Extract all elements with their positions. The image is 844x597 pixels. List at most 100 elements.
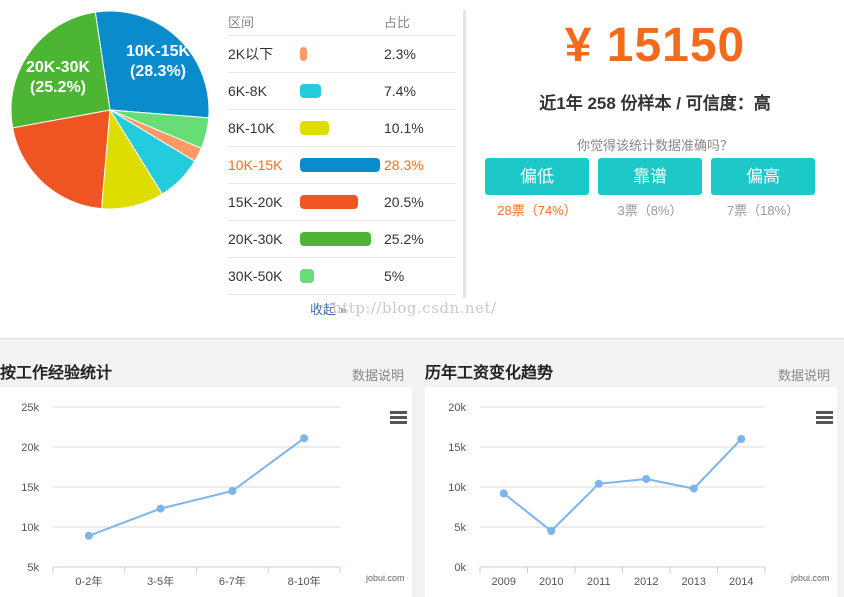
vote-high: 偏高 7票（18%） (711, 158, 815, 219)
x-tick-label: 2010 (539, 576, 563, 588)
trend-data-note-link[interactable]: 数据说明 (778, 368, 831, 383)
distribution-row: 30K-50K 5% (228, 258, 456, 295)
x-tick-label: 0-2年 (75, 574, 102, 588)
row-share: 10.1% (384, 120, 424, 136)
experience-panel: 按工作经验统计 数据说明 5k 10k 15k 20k 25k 0-2年 3-5年 6-7年 8… (0, 339, 420, 597)
row-share: 25.2% (384, 231, 424, 247)
distribution-row: 8K-10K 10.1% (228, 110, 456, 147)
vote-high-button[interactable]: 偏高 (711, 158, 815, 195)
salary-summary: ¥ 15150 近1年 258 份样本 / 可信度：高 你觉得该统计数据准确吗？… (466, 0, 844, 338)
pie-slice[interactable] (12, 109, 111, 210)
x-tick-label: 6-7年 (219, 574, 246, 588)
row-bar-cell (300, 268, 384, 284)
vote-high-count: 7票（18%） (726, 203, 800, 218)
data-point[interactable] (228, 487, 237, 495)
data-point[interactable] (499, 489, 508, 498)
series-line (88, 437, 305, 537)
row-share: 20.5% (384, 194, 424, 210)
row-range: 10K-15K (228, 157, 283, 173)
row-bar (300, 121, 329, 135)
experience-chart-svg: 5k 10k 15k 20k 25k 0-2年 3-5年 6-7年 8-10年 (21, 402, 341, 588)
x-tick-label: 3-5年 (147, 574, 174, 588)
row-share: 5% (384, 268, 405, 284)
vote-accurate: 靠谱 3票（8%） (598, 158, 702, 219)
row-bar (300, 269, 315, 283)
menu-icon[interactable] (816, 411, 833, 425)
distribution-header: 区间 占比 (228, 8, 456, 36)
pie-label-pct: (25.2%) (30, 79, 86, 96)
pie-label-pct: (28.3%) (130, 63, 186, 80)
row-bar-cell (300, 157, 384, 173)
collapse-link[interactable]: 收起 » (310, 302, 347, 317)
row-range: 20K-30K (228, 231, 283, 247)
pie-slice[interactable] (10, 11, 111, 129)
distribution-row: 10K-15K 28.3% (228, 147, 456, 184)
distribution-row: 15K-20K 20.5% (228, 184, 456, 221)
trend-title: 历年工资变化趋势 (425, 365, 554, 382)
trend-panel: 历年工资变化趋势 数据说明 0k 5k 10k 15k 20k 2009 2010 2011 2… (425, 339, 844, 597)
pie-label: 20K-30K (26, 59, 90, 76)
row-bar (300, 195, 358, 209)
vote-accurate-count: 3票（8%） (617, 203, 683, 218)
salary-pie-chart: 10K-15K (28.3%) 20K-30K (25.2%) (10, 10, 210, 210)
distribution-row: 2K以下 2.3% (228, 36, 456, 73)
data-point[interactable] (156, 504, 165, 513)
vote-low: 偏低 28票（74%） (485, 158, 589, 219)
section-divider (463, 10, 466, 298)
experience-title: 按工作经验统计 (0, 365, 113, 382)
pie-slice[interactable] (94, 10, 210, 119)
pie-label: 10K-15K (126, 43, 190, 60)
x-tick-label: 2012 (634, 576, 658, 588)
data-point[interactable] (737, 435, 746, 443)
data-point[interactable] (642, 475, 651, 483)
data-point[interactable] (300, 434, 309, 443)
y-tick-label: 20k (448, 402, 466, 414)
vote-accurate-button[interactable]: 靠谱 (598, 158, 702, 195)
sample-info: 近1年 258 份样本 / 可信度：高 (539, 94, 771, 113)
series-line (503, 438, 742, 533)
row-range: 8K-10K (228, 120, 275, 136)
watermark: http://blog.csdn.net/ (332, 299, 497, 317)
accuracy-question: 你觉得该统计数据准确吗？ (576, 138, 733, 153)
header-share: 占比 (384, 15, 411, 30)
y-tick-label: 15k (21, 482, 39, 494)
chart-credit[interactable]: jobui.com (791, 573, 830, 583)
row-range: 6K-8K (228, 83, 267, 99)
chart-credit[interactable]: jobui.com (366, 573, 405, 583)
trend-chart-svg: 0k 5k 10k 15k 20k 2009 2010 2011 2012 2013 2014 (448, 402, 766, 588)
row-bar (300, 84, 321, 98)
x-tick-label: 8-10年 (288, 574, 321, 588)
data-point[interactable] (547, 527, 556, 535)
average-salary: ¥ 15150 (564, 19, 746, 72)
row-range: 15K-20K (228, 194, 283, 210)
y-tick-label: 10k (448, 482, 466, 494)
trend-chart: 0k 5k 10k 15k 20k 2009 2010 2011 2012 2013 2014 jo… (425, 387, 837, 597)
row-bar-cell (300, 231, 384, 247)
header-range: 区间 (228, 15, 255, 30)
experience-chart: 5k 10k 15k 20k 25k 0-2年 3-5年 6-7年 8-10年 jobui.co… (0, 387, 412, 597)
row-bar (300, 232, 372, 246)
data-point[interactable] (689, 484, 698, 493)
row-bar-cell (300, 46, 384, 62)
y-tick-label: 10k (21, 522, 39, 534)
x-tick-label: 2011 (587, 576, 611, 588)
row-share: 2.3% (384, 46, 416, 62)
pie-svg: 10K-15K (28.3%) 20K-30K (25.2%) (10, 10, 210, 210)
vote-low-count: 28票（74%） (497, 203, 577, 218)
experience-data-note-link[interactable]: 数据说明 (352, 368, 405, 383)
row-bar-cell (300, 120, 384, 136)
salary-distribution-table: 区间 占比 2K以下 2.3% 6K-8K 7.4% 8K-10K 10.1% 10K-15… (228, 8, 456, 295)
y-tick-label: 5k (454, 522, 466, 534)
row-range: 30K-50K (228, 268, 283, 284)
row-range: 2K以下 (228, 46, 274, 62)
data-point[interactable] (594, 479, 603, 488)
distribution-row: 20K-30K 25.2% (228, 221, 456, 258)
vote-low-button[interactable]: 偏低 (485, 158, 589, 195)
menu-icon[interactable] (390, 411, 407, 425)
row-share: 7.4% (384, 83, 416, 99)
distribution-row: 6K-8K 7.4% (228, 73, 456, 110)
x-tick-label: 2009 (492, 576, 516, 588)
data-point[interactable] (84, 531, 93, 540)
row-bar-cell (300, 83, 384, 99)
row-bar (300, 158, 380, 172)
